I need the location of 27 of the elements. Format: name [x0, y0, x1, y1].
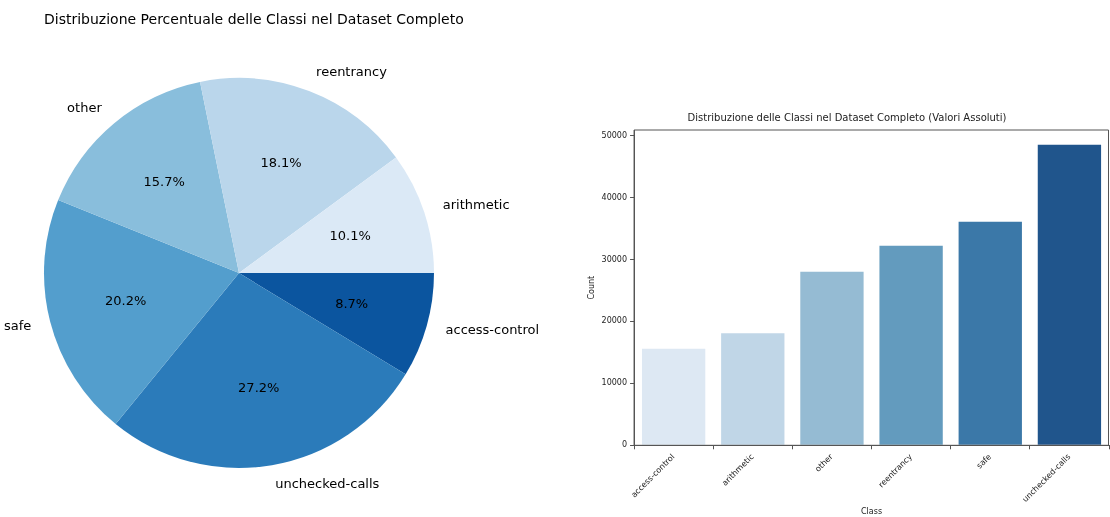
- bar: [641, 348, 706, 445]
- data-label: 18.1%: [260, 155, 302, 171]
- y-tick-label: 10000: [601, 378, 628, 388]
- slice-label: reentrancy: [316, 64, 388, 80]
- bar: [958, 221, 1022, 445]
- slice-label: access-control: [445, 322, 540, 338]
- data-label: 8.7%: [335, 295, 369, 311]
- chart-title: Distribuzione Percentuale delle Classi nel Dataset Completo: [44, 11, 464, 27]
- bar: [800, 271, 864, 445]
- x-axis-title: Class: [861, 507, 883, 517]
- y-axis-title: Count: [586, 275, 596, 300]
- y-tick-label: 50000: [601, 130, 628, 140]
- data-label: 20.2%: [105, 293, 147, 309]
- slice-label: arithmetic: [442, 197, 510, 213]
- bar: [721, 333, 785, 445]
- y-tick-label: 30000: [601, 254, 628, 264]
- data-label: 27.2%: [238, 379, 280, 395]
- bar: [879, 245, 943, 445]
- chart-title: Distribuzione delle Classi nel Dataset Completo (Valori Assoluti): [687, 111, 1007, 123]
- data-label: 10.1%: [329, 227, 371, 243]
- y-tick-label: 0: [621, 440, 628, 450]
- y-tick-label: 40000: [601, 192, 628, 202]
- y-tick-label: 20000: [601, 316, 628, 326]
- slice-label: other: [67, 99, 103, 115]
- bar: [1037, 144, 1102, 445]
- slice-label: safe: [3, 317, 32, 333]
- data-label: 15.7%: [143, 174, 185, 190]
